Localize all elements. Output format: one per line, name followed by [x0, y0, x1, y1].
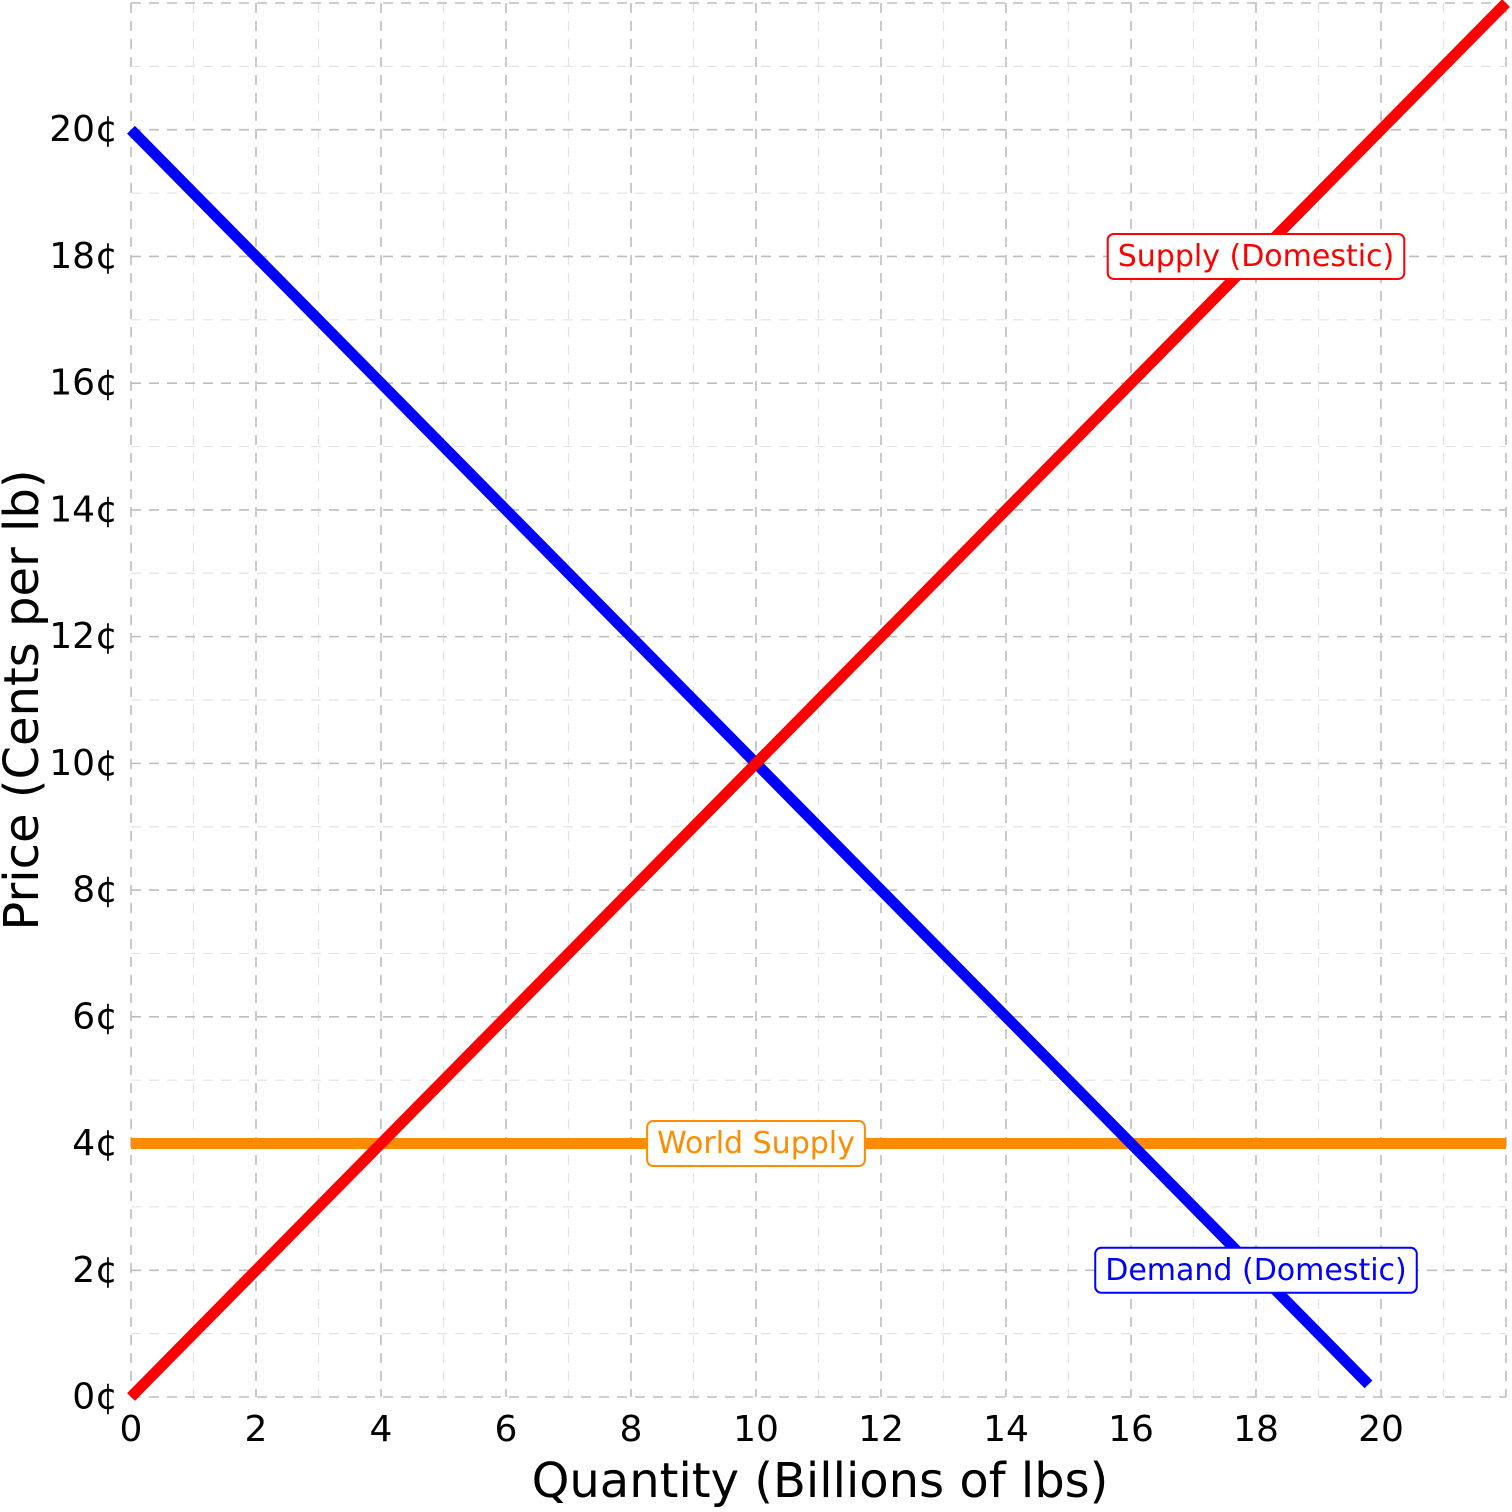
y-tick-label: 8¢	[72, 870, 118, 911]
series-label-2: World Supply	[646, 1120, 866, 1168]
x-tick-label: 8	[620, 1409, 643, 1450]
y-tick-label: 6¢	[72, 996, 118, 1037]
x-tick-label: 18	[1233, 1409, 1279, 1450]
y-tick-label: 20¢	[49, 109, 118, 150]
series-label-box	[1106, 232, 1406, 280]
x-tick-label: 16	[1108, 1409, 1154, 1450]
curve-labels: Demand (Domestic) Supply (Domestic) World …	[646, 232, 1418, 1294]
y-tick-label: 14¢	[49, 489, 118, 530]
x-axis-ticks: 0 2 4 6 8 10 12 14 16 18 20	[120, 1409, 1404, 1450]
y-axis-ticks: 0¢ 2¢ 4¢ 6¢ 8¢ 10¢ 12¢ 14¢ 16¢ 18¢ 20¢	[49, 109, 118, 1417]
y-tick-label: 16¢	[49, 363, 118, 404]
y-tick-label: 12¢	[49, 616, 118, 657]
y-tick-label: 4¢	[72, 1123, 118, 1164]
y-tick-label: 10¢	[49, 743, 118, 784]
x-tick-label: 20	[1358, 1409, 1404, 1450]
y-tick-label: 18¢	[49, 236, 118, 277]
series-label-1: Supply (Domestic)	[1106, 232, 1406, 280]
y-tick-label: 2¢	[72, 1250, 118, 1291]
x-tick-label: 14	[983, 1409, 1029, 1450]
x-tick-label: 2	[245, 1409, 268, 1450]
x-tick-label: 10	[733, 1409, 779, 1450]
series-label-text: World Supply	[657, 1126, 855, 1161]
x-tick-label: 4	[370, 1409, 393, 1450]
series-label-box	[1094, 1246, 1418, 1294]
x-axis-title: Quantity (Billions of lbs)	[532, 1453, 1109, 1509]
y-tick-label: 0¢	[72, 1377, 118, 1418]
x-tick-label: 6	[495, 1409, 518, 1450]
series-line-0	[127, 125, 1373, 1389]
series-label-text: Demand (Domestic)	[1105, 1253, 1407, 1288]
series-label-text: Supply (Domestic)	[1118, 239, 1395, 274]
y-axis-title: Price (Cents per lb)	[0, 469, 50, 930]
grid	[130, 2, 1507, 1398]
series-label-box	[646, 1120, 866, 1168]
series-label-0: Demand (Domestic)	[1094, 1246, 1418, 1294]
x-tick-label: 12	[858, 1409, 904, 1450]
x-tick-label: 0	[120, 1409, 143, 1450]
